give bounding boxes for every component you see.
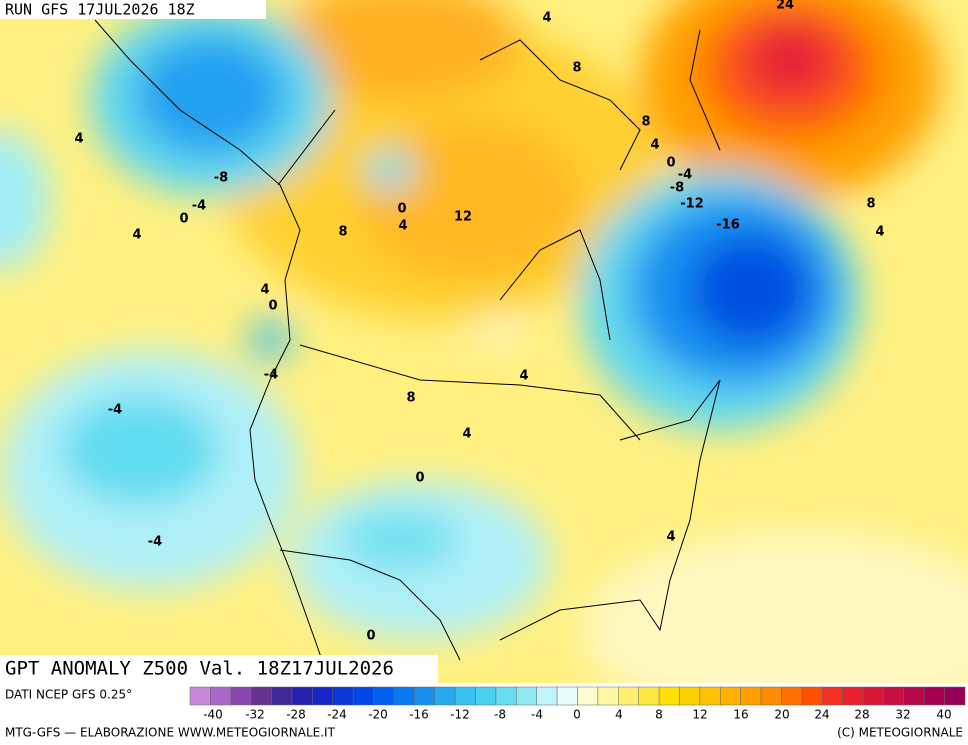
colorbar-cell: [332, 686, 354, 706]
colorbar-tick-label: 28: [854, 708, 869, 722]
colorbar-cell: [760, 686, 782, 706]
contour-label: 4: [666, 530, 675, 545]
colorbar-cell: [352, 686, 374, 706]
contour-label: -4: [678, 168, 692, 183]
colorbar-cell: [801, 686, 823, 706]
coastlines: [94, 19, 721, 683]
contour-label: 12: [454, 210, 472, 225]
title-box: [0, 655, 438, 683]
source: DATI NCEP GFS 0.25°: [5, 688, 132, 702]
colorbar-cell: [291, 686, 313, 706]
contour-label: 8: [406, 391, 415, 406]
contour-label: -4: [192, 199, 206, 214]
contour-label: 4: [398, 219, 407, 234]
colorbar-cell: [577, 686, 599, 706]
contour-label: 4: [542, 11, 551, 26]
contour-label: -4: [264, 368, 278, 383]
colorbar-tick-label: 4: [615, 708, 623, 722]
colorbar-cell: [393, 686, 415, 706]
contour-label: 4: [650, 138, 659, 153]
colorbar-cell: [312, 686, 334, 706]
colorbar-cell: [210, 686, 232, 706]
map: [0, 0, 968, 683]
colorbar-tick-label: 40: [936, 708, 951, 722]
contour-label: -4: [148, 535, 162, 550]
contour-label: -8: [214, 171, 228, 186]
colorbar-tick-label: 12: [692, 708, 707, 722]
contour-label: 0: [179, 212, 188, 227]
colorbar-tick-label: -8: [494, 708, 506, 722]
colorbar-cell: [903, 686, 925, 706]
copyright: (C) METEOGIORNALE: [837, 726, 963, 740]
contour-label: 24: [776, 0, 794, 13]
header-box: [0, 0, 266, 19]
contour-label: 8: [572, 61, 581, 76]
colorbar-cell: [536, 686, 558, 706]
colorbar-tick-label: -12: [450, 708, 470, 722]
colorbar-cell: [475, 686, 497, 706]
colorbar-tick-label: -32: [245, 708, 265, 722]
colorbar-tick-label: -40: [203, 708, 223, 722]
colorbar-cell: [189, 686, 211, 706]
contour-label: 0: [415, 471, 424, 486]
contour-label: 0: [268, 299, 277, 314]
map-title: GPT ANOMALY Z500 Val. 18Z17JUL2026: [5, 658, 394, 680]
colorbar-tick-label: -4: [531, 708, 543, 722]
colorbar-cell: [862, 686, 884, 706]
colorbar-tick-label: -28: [286, 708, 306, 722]
contour-label: 0: [666, 156, 675, 171]
colorbar-tick-label: 32: [895, 708, 910, 722]
colorbar-tick-label: 8: [655, 708, 663, 722]
contour-label: 8: [866, 197, 875, 212]
colorbar-tick-label: -24: [327, 708, 347, 722]
colorbar-cell: [781, 686, 803, 706]
colorbar-cell: [944, 686, 966, 706]
colorbar-cell: [495, 686, 517, 706]
contour-label: -4: [108, 403, 122, 418]
colorbar-cell: [454, 686, 476, 706]
colorbar-tick-label: 24: [814, 708, 829, 722]
colorbar-cell: [638, 686, 660, 706]
contour-label: -8: [670, 181, 684, 196]
run-label: RUN GFS 17JUL2026 18Z: [5, 1, 195, 19]
colorbar-cell: [516, 686, 537, 706]
colorbar-cell: [618, 686, 639, 706]
contour-label: 4: [519, 369, 528, 384]
contour-label: 4: [875, 225, 884, 240]
colorbar-cell: [740, 686, 762, 706]
colorbar-cell: [271, 686, 293, 706]
colorbar-cell: [556, 686, 578, 706]
contour-label: 4: [462, 427, 471, 442]
credit: MTG-GFS — ELABORAZIONE WWW.METEOGIORNALE…: [5, 726, 336, 740]
colorbar-cell: [414, 686, 435, 706]
colorbar-tick-label: -20: [368, 708, 388, 722]
colorbar-tick-label: -16: [409, 708, 429, 722]
colorbar-cell: [923, 686, 945, 706]
colorbar-cell: [842, 686, 864, 706]
colorbar-cell: [230, 686, 252, 706]
colorbar-cell: [883, 686, 905, 706]
colorbar-cell: [373, 686, 395, 706]
colorbar-tick-label: 20: [774, 708, 789, 722]
contour-label: 8: [641, 115, 650, 130]
contour-label: 4: [132, 228, 141, 243]
colorbar-cell: [434, 686, 456, 706]
colorbar-cell: [597, 686, 619, 706]
colorbar-cell: [720, 686, 741, 706]
contour-label: 4: [74, 132, 83, 147]
colorbar-cell: [250, 686, 272, 706]
contour-label: 4: [260, 283, 269, 298]
colorbar-cell: [821, 686, 843, 706]
contour-label: -12: [680, 197, 704, 212]
colorbar-tick-label: 0: [573, 708, 581, 722]
colorbar-cell: [658, 686, 680, 706]
colorbar-tick-label: 16: [733, 708, 748, 722]
contour-label: 0: [397, 202, 406, 217]
colorbar-cell: [699, 686, 721, 706]
contour-label: -16: [716, 218, 740, 233]
contour-label: 8: [338, 225, 347, 240]
contour-label: 0: [366, 629, 375, 644]
colorbar-cell: [679, 686, 701, 706]
